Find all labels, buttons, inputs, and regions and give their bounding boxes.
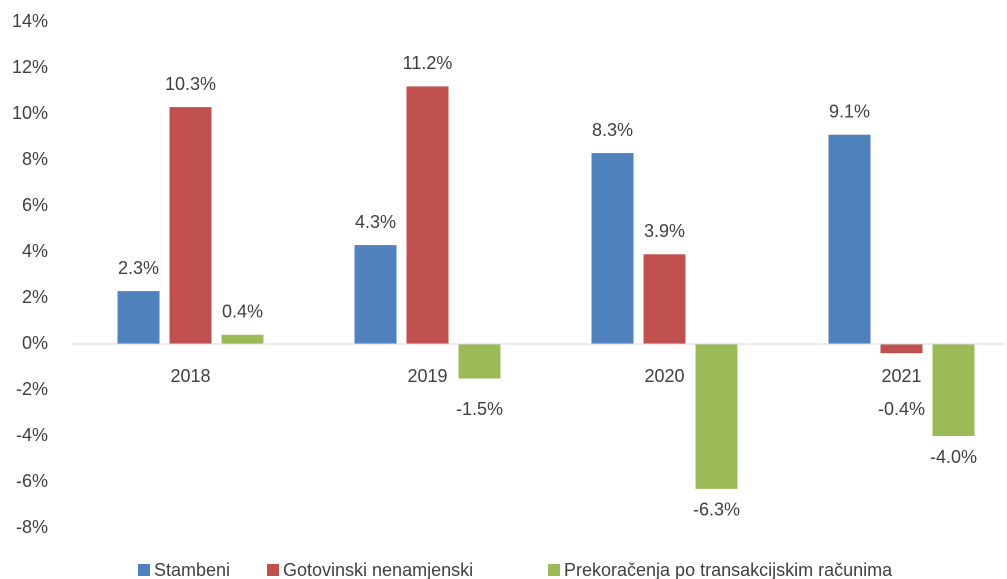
bar — [643, 254, 686, 344]
y-tick-label: 12% — [12, 57, 48, 77]
bar — [880, 344, 923, 354]
data-label: 11.2% — [403, 53, 453, 73]
y-tick-label: 8% — [22, 149, 48, 169]
y-tick-label: -4% — [16, 425, 48, 445]
bar — [695, 344, 738, 489]
x-tick-label: 2021 — [881, 366, 921, 386]
bar — [458, 344, 501, 379]
data-label: 3.9% — [644, 221, 685, 241]
bar — [169, 107, 212, 344]
data-label: -0.4% — [878, 399, 925, 419]
y-tick-label: 6% — [22, 195, 48, 215]
y-tick-label: 4% — [22, 241, 48, 261]
data-label: 8.3% — [592, 120, 633, 140]
data-label: 9.1% — [829, 101, 870, 121]
data-label: -4.0% — [930, 447, 977, 467]
y-tick-label: -2% — [16, 379, 48, 399]
data-label: -6.3% — [693, 500, 740, 520]
bar — [354, 245, 397, 344]
x-tick-label: 2019 — [407, 366, 447, 386]
legend-label: Stambeni — [154, 560, 230, 579]
legend-label: Gotovinski nenamjenski — [283, 560, 473, 579]
bar — [591, 153, 634, 344]
y-tick-label: 0% — [22, 333, 48, 353]
y-tick-label: 2% — [22, 287, 48, 307]
x-tick-label: 2018 — [170, 366, 210, 386]
x-tick-label: 2020 — [644, 366, 684, 386]
data-label: -1.5% — [456, 399, 503, 419]
legend-label: Prekoračenja po transakcijskim računima — [564, 560, 893, 579]
bar — [932, 344, 975, 436]
data-label: 10.3% — [165, 74, 216, 94]
legend-swatch — [138, 564, 150, 576]
y-tick-label: 14% — [12, 11, 48, 31]
bar — [828, 134, 871, 344]
y-tick-label: 10% — [12, 103, 48, 123]
bar — [406, 86, 449, 345]
data-label: 4.3% — [355, 212, 396, 232]
y-tick-label: -6% — [16, 471, 48, 491]
bar — [221, 334, 264, 344]
legend-swatch — [548, 564, 560, 576]
data-label: 0.4% — [222, 302, 263, 322]
bar — [117, 291, 160, 344]
y-tick-label: -8% — [16, 517, 48, 537]
legend-swatch — [267, 564, 279, 576]
data-label: 2.3% — [118, 258, 159, 278]
